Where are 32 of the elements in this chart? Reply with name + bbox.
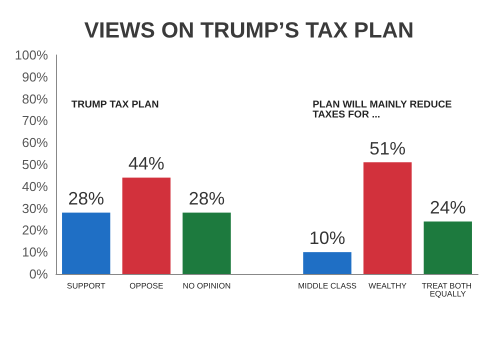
y-tick-label: 60%: [22, 135, 48, 150]
bar: [363, 162, 412, 274]
bar: [303, 252, 352, 274]
bar: [424, 221, 472, 274]
annotation: PLAN WILL MAINLY REDUCE TAXES FOR ...: [312, 100, 455, 120]
x-tick-label: OPPOSE: [130, 282, 164, 290]
y-tick-label: 10%: [22, 244, 48, 260]
y-tick-label: 30%: [22, 200, 48, 216]
bar: [62, 212, 110, 274]
data-label: 51%: [370, 138, 406, 158]
x-tick-label: WEALTHY: [368, 282, 408, 290]
data-label: 24%: [430, 197, 466, 218]
y-tick-label: 70%: [22, 113, 48, 128]
bar: [122, 178, 171, 274]
bar: [182, 212, 231, 274]
x-tick-label: NO OPINION: [182, 282, 231, 290]
data-label: 10%: [309, 228, 346, 248]
data-label: 28%: [188, 188, 225, 209]
data-label: 44%: [128, 154, 164, 174]
y-tick-label: 80%: [22, 91, 48, 106]
annotation: TRUMP TAX PLAN: [71, 100, 159, 110]
data-label: 28%: [68, 188, 104, 209]
y-tick-label: 0%: [29, 266, 48, 282]
y-tick-label: 90%: [22, 69, 48, 84]
y-tick-label: 20%: [22, 222, 48, 238]
x-tick-label: TREAT BOTH EQUALLY: [422, 282, 474, 298]
y-tick-label: 50%: [22, 157, 48, 172]
y-tick-label: 40%: [22, 178, 48, 194]
chart-title: VIEWS ON TRUMP’S TAX PLAN: [84, 18, 414, 42]
y-tick-label: 100%: [14, 48, 48, 62]
x-tick-label: MIDDLE CLASS: [298, 282, 357, 290]
x-tick-label: SUPPORT: [66, 282, 106, 290]
